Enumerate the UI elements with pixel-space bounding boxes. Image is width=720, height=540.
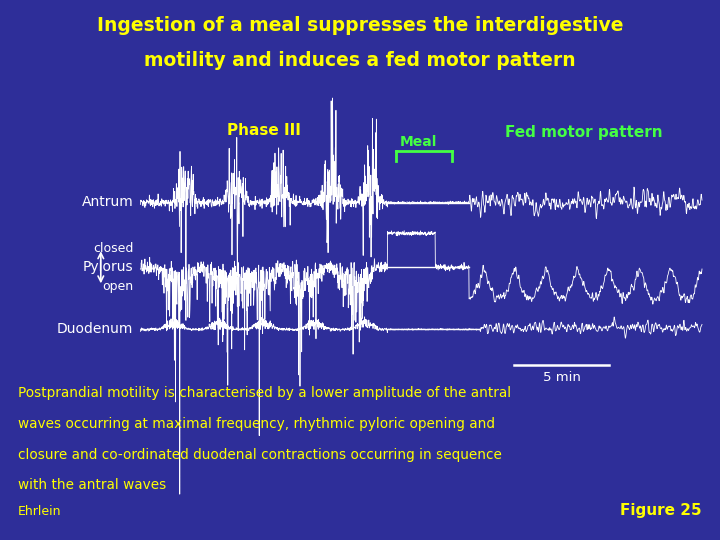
Text: Meal: Meal — [400, 134, 437, 149]
Text: Phase III: Phase III — [227, 123, 301, 138]
Text: Duodenum: Duodenum — [57, 322, 133, 336]
Text: waves occurring at maximal frequency, rhythmic pyloric opening and: waves occurring at maximal frequency, rh… — [18, 417, 495, 431]
Text: with the antral waves: with the antral waves — [18, 478, 166, 492]
Text: Fed motor pattern: Fed motor pattern — [505, 125, 663, 140]
Text: 5 min: 5 min — [543, 371, 580, 384]
Text: closed: closed — [93, 242, 133, 255]
Text: Figure 25: Figure 25 — [621, 503, 702, 518]
Text: Ehrlein: Ehrlein — [18, 505, 61, 518]
Text: Antrum: Antrum — [81, 195, 133, 210]
Text: open: open — [102, 280, 133, 293]
Text: Ingestion of a meal suppresses the interdigestive: Ingestion of a meal suppresses the inter… — [96, 16, 624, 35]
Text: closure and co-ordinated duodenal contractions occurring in sequence: closure and co-ordinated duodenal contra… — [18, 448, 502, 462]
Text: Pylorus: Pylorus — [83, 260, 133, 274]
Text: Postprandial motility is characterised by a lower amplitude of the antral: Postprandial motility is characterised b… — [18, 386, 511, 400]
Text: motility and induces a fed motor pattern: motility and induces a fed motor pattern — [144, 51, 576, 70]
